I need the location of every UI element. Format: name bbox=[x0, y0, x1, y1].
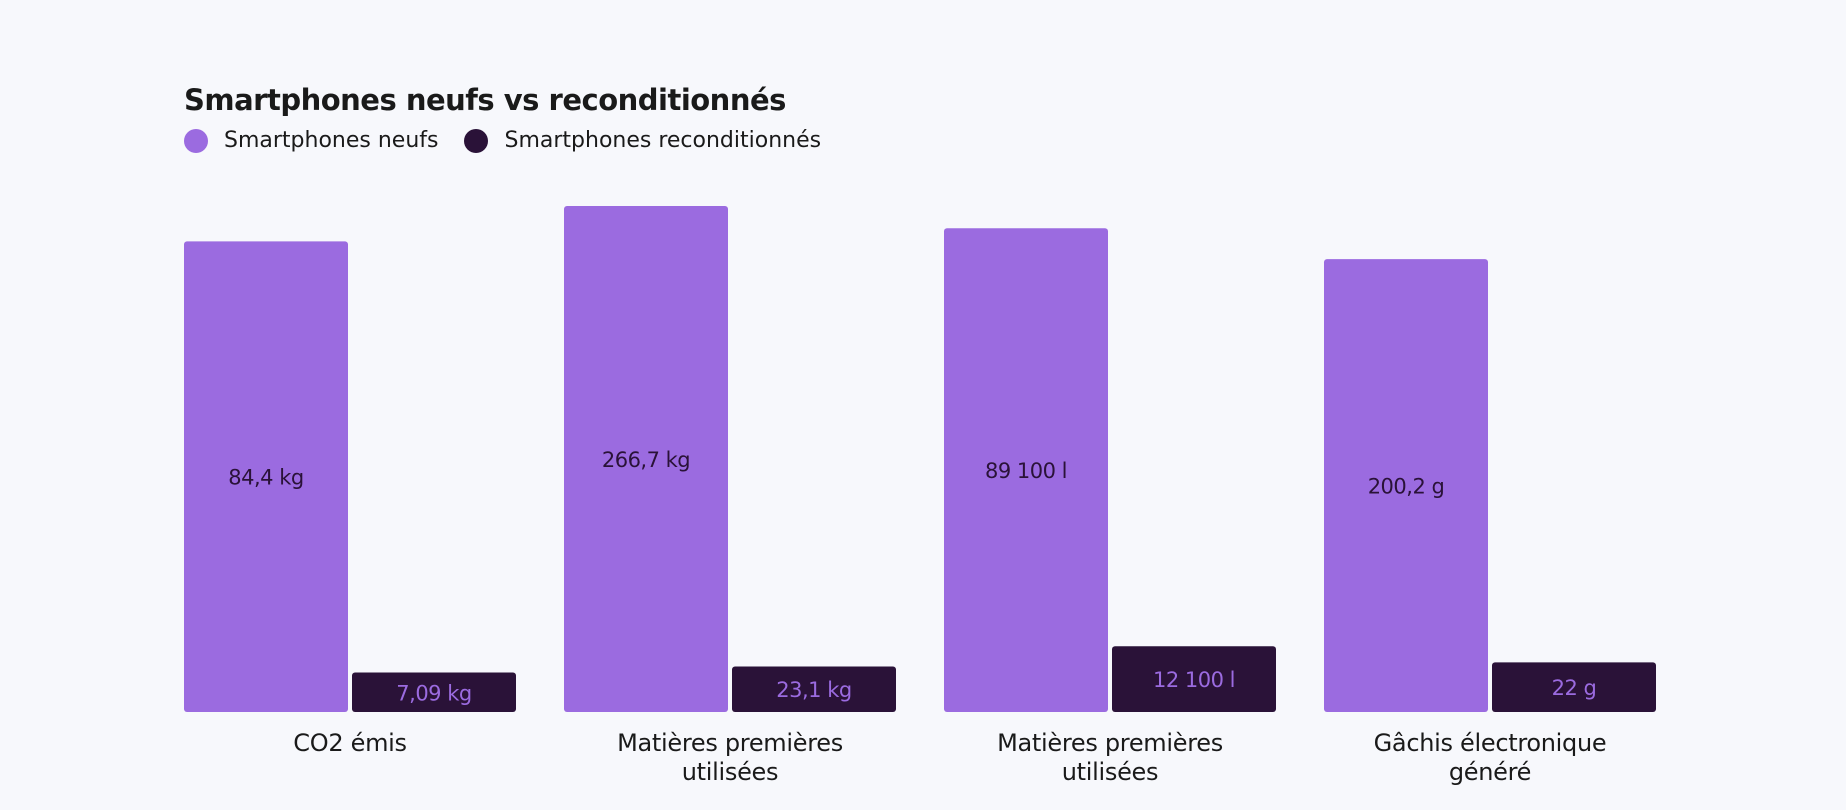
data-label-series2-cat4: 22 g bbox=[1552, 676, 1597, 700]
legend-swatch-neufs bbox=[184, 128, 208, 153]
category-label-4: Gâchis électronique généré bbox=[1374, 729, 1607, 786]
data-label-series1-cat1: 84,4 kg bbox=[228, 466, 303, 490]
category-label-1: CO2 émis bbox=[293, 729, 406, 757]
data-label-series1-cat4: 200,2 g bbox=[1368, 475, 1445, 499]
chart-legend: Smartphones neufs Smartphones reconditio… bbox=[184, 128, 847, 153]
legend-item-reconditionnes: Smartphones reconditionnés bbox=[464, 128, 821, 153]
data-label-series1-cat3: 89 100 l bbox=[985, 459, 1067, 483]
data-label-series2-cat1: 7,09 kg bbox=[396, 681, 471, 705]
bar-series2-cat4 bbox=[1492, 662, 1656, 712]
bar-series2-cat3 bbox=[1112, 646, 1276, 712]
category-label-2: Matières premières utilisées bbox=[617, 729, 843, 786]
legend-label-reconditionnes: Smartphones reconditionnés bbox=[504, 128, 822, 153]
bar-series1-cat4 bbox=[1324, 259, 1488, 712]
bar-series1-cat1 bbox=[184, 241, 348, 713]
bar-series2-cat1 bbox=[352, 672, 516, 712]
data-label-series2-cat3: 12 100 l bbox=[1153, 668, 1235, 692]
category-label-3: Matières premières utilisées bbox=[997, 729, 1223, 786]
bar-series2-cat2 bbox=[732, 666, 896, 712]
chart-title: Smartphones neufs vs reconditionnés bbox=[184, 83, 786, 117]
data-label-series1-cat2: 266,7 kg bbox=[602, 448, 690, 472]
legend-item-neufs: Smartphones neufs bbox=[184, 128, 438, 153]
legend-swatch-reconditionnes bbox=[464, 128, 489, 153]
data-label-series2-cat2: 23,1 kg bbox=[776, 678, 851, 702]
legend-label-neufs: Smartphones neufs bbox=[224, 128, 439, 153]
bar-series1-cat3 bbox=[944, 228, 1108, 712]
bar-series1-cat2 bbox=[564, 206, 728, 712]
